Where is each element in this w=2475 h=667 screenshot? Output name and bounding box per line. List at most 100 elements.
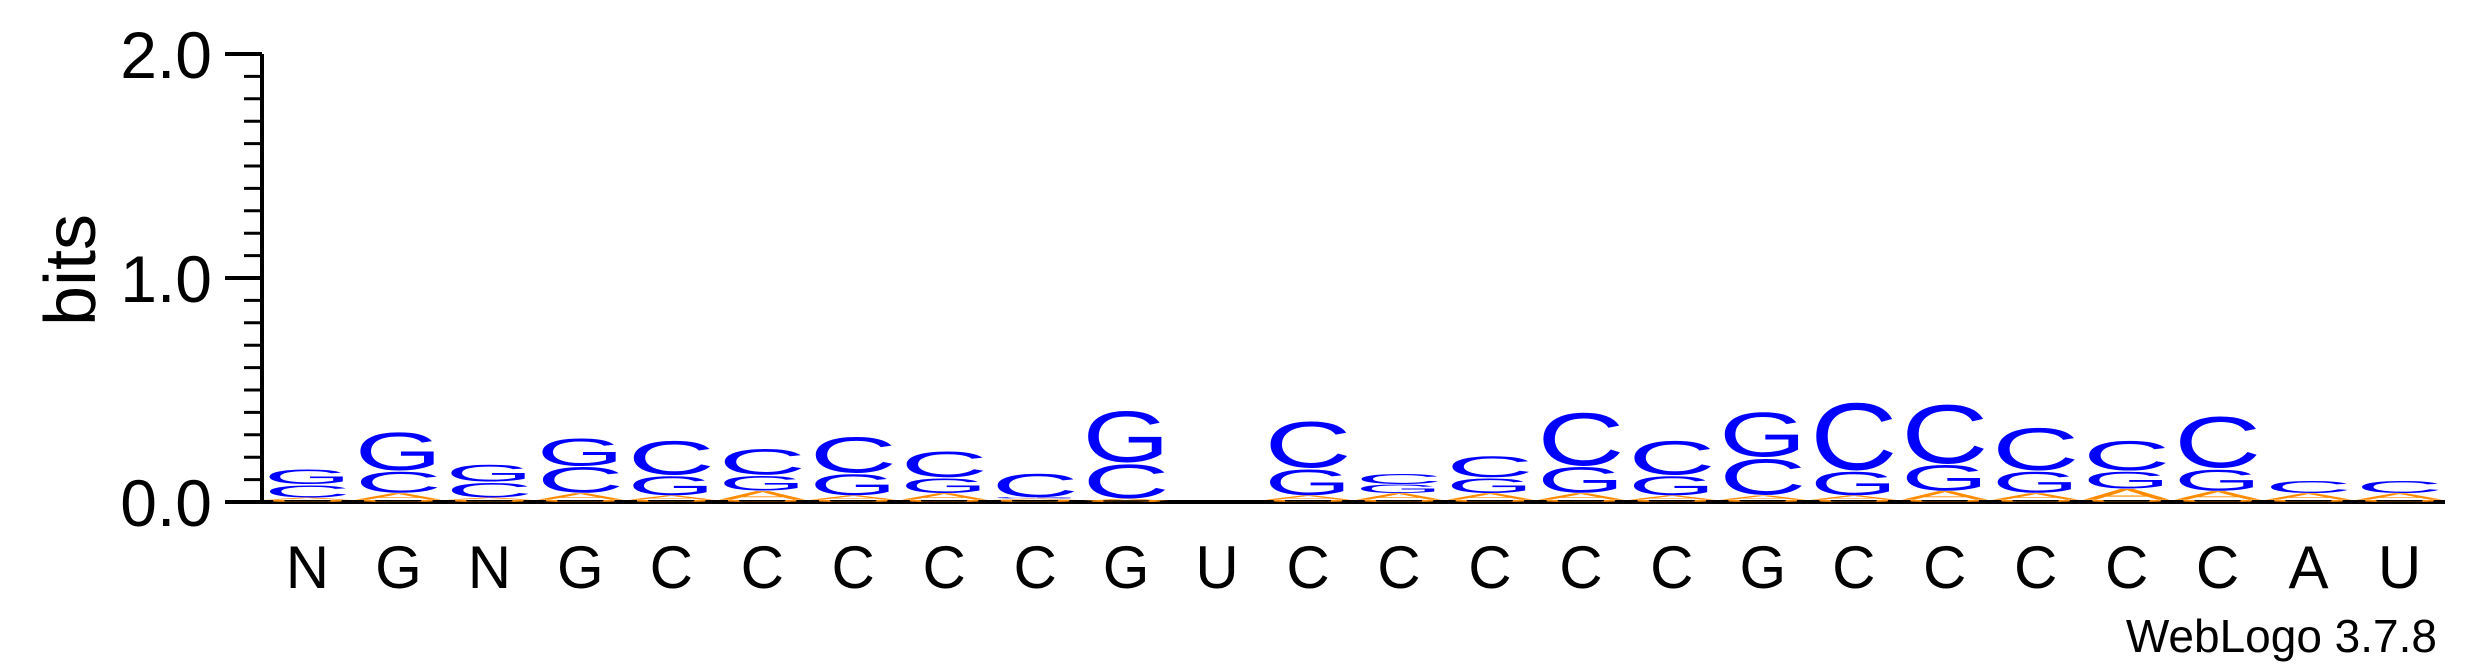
- logo-letter-G-pos12: G: [1264, 462, 1351, 502]
- x-tick-label: C: [2105, 534, 2148, 601]
- logo-letter-A-pos7: A: [810, 494, 898, 501]
- logo-letter-G-pos9: G: [991, 497, 1078, 499]
- x-tick-label: N: [468, 534, 511, 601]
- x-tick-label: C: [1923, 534, 1966, 601]
- logo-letter-C-pos3: C: [446, 478, 533, 501]
- logo-letter-U-pos10: U: [1082, 501, 1169, 503]
- logo-letter-C-pos23: C: [2265, 477, 2352, 497]
- logo-letter-U-pos3: U: [446, 499, 533, 502]
- logo-letter-A-pos23: A: [2265, 491, 2352, 502]
- logo-letter-A-pos17: A: [1719, 494, 1807, 501]
- logo-letter-C-pos2: C: [355, 465, 442, 499]
- logo-letter-G-pos17: G: [1719, 400, 1806, 470]
- x-tick-label: G: [557, 534, 604, 601]
- logo-letter-C-pos22: C: [2174, 403, 2261, 483]
- logo-letter-C-pos16: C: [1628, 432, 1715, 485]
- logo-letter-C-pos24: C: [2356, 477, 2443, 497]
- x-tick-label: C: [1832, 534, 1875, 601]
- logo-letter-U-pos20: U: [1992, 499, 2079, 502]
- logo-letter-A-pos1: A: [264, 497, 352, 500]
- logo-letter-A-pos14: A: [1446, 491, 1533, 502]
- x-tick-label: U: [2378, 534, 2421, 601]
- logo-letter-C-pos5: C: [628, 432, 715, 485]
- logo-letter-U-pos4: U: [537, 499, 624, 502]
- logo-letter-A-pos20: A: [1992, 491, 2079, 502]
- x-tick-label: C: [923, 534, 966, 601]
- x-tick-label: C: [1377, 534, 1420, 601]
- logo-letter-G-pos21: G: [2083, 467, 2170, 494]
- logo-letter-C-pos10: C: [1082, 455, 1169, 508]
- logo-letter-U-pos23: U: [2265, 499, 2352, 502]
- logo-letter-U-pos16: U: [1628, 499, 1715, 502]
- logo-letter-U-pos21: U: [2083, 499, 2170, 502]
- x-tick-label: C: [2196, 534, 2239, 601]
- logo-letter-A-pos18: A: [1810, 494, 1898, 501]
- logo-letter-C-pos6: C: [719, 442, 806, 482]
- y-axis-label: bits: [31, 214, 111, 326]
- x-tick-label: C: [1559, 534, 1602, 601]
- x-tick-label: C: [1013, 534, 1056, 601]
- logo-letter-G-pos10: G: [1082, 397, 1169, 477]
- logo-letter-A-pos13: A: [1356, 491, 1443, 502]
- logo-letter-G-pos18: G: [1810, 465, 1897, 502]
- logo-letter-G-pos15: G: [1537, 460, 1624, 500]
- logo-letter-G-pos5: G: [628, 471, 715, 501]
- x-tick-label: G: [375, 534, 422, 601]
- logo-letter-C-pos20: C: [1992, 417, 2079, 484]
- x-tick-label: G: [1739, 534, 1786, 601]
- logo-letter-C-pos21: C: [2083, 433, 2170, 480]
- logo-letter-U-pos19: U: [1901, 499, 1988, 502]
- logo-letter-C-pos17: C: [1719, 449, 1806, 506]
- logo-letter-C-pos13: C: [1355, 470, 1442, 487]
- logo-letter-U-pos2: U: [355, 499, 442, 502]
- logo-letter-C-pos14: C: [1446, 450, 1533, 484]
- logo-letter-G-pos6: G: [719, 472, 806, 495]
- y-tick-label: 2.0: [120, 18, 212, 92]
- logo-letter-A-pos21: A: [2083, 486, 2170, 504]
- x-tick-label: C: [741, 534, 784, 601]
- logo-letter-A-pos12: A: [1265, 494, 1353, 501]
- logo-letter-U-pos7: U: [810, 499, 897, 502]
- x-tick-label: N: [286, 534, 329, 601]
- logo-letter-U-pos18: U: [1810, 499, 1897, 502]
- y-tick-label: 0.0: [120, 466, 212, 540]
- logo-letter-G-pos20: G: [1992, 466, 2079, 499]
- x-tick-label: C: [1286, 534, 1329, 601]
- logo-letter-C-pos9: C: [991, 467, 1078, 504]
- x-tick-label: U: [1195, 534, 1238, 601]
- logo-letter-A-pos10: A: [1083, 498, 1171, 501]
- x-tick-label: A: [2289, 534, 2329, 601]
- logo-letter-G-pos1: G: [264, 465, 351, 488]
- logo-letter-C-pos7: C: [810, 426, 897, 483]
- x-tick-label: C: [1468, 534, 1511, 601]
- y-tick-label: 1.0: [120, 242, 212, 316]
- logo-letter-U-pos12: U: [1264, 499, 1351, 502]
- logo-letter-U-pos24: U: [2356, 499, 2443, 502]
- logo-letter-A-pos24: A: [2356, 491, 2443, 502]
- logo-letter-A-pos5: A: [628, 494, 716, 501]
- logo-letter-U-pos5: U: [628, 499, 715, 502]
- logo-letter-G-pos13: G: [1355, 482, 1442, 495]
- logo-letter-U-pos22: U: [2174, 499, 2261, 502]
- logo-letter-C-pos8: C: [901, 444, 988, 484]
- logo-letter-A-pos22: A: [2174, 488, 2261, 502]
- logo-letter-G-pos2: G: [355, 421, 442, 482]
- logo-letter-A-pos3: A: [446, 497, 534, 500]
- weblogo-version-label: WebLogo 3.7.8: [2126, 610, 2437, 662]
- logo-letter-G-pos16: G: [1628, 471, 1715, 501]
- logo-letter-A-pos8: A: [901, 491, 988, 502]
- x-tick-label: G: [1103, 534, 1150, 601]
- logo-letter-U-pos14: U: [1446, 499, 1533, 502]
- logo-letter-C-pos18: C: [1810, 383, 1897, 490]
- logo-letter-U-pos6: U: [719, 499, 806, 502]
- logo-letter-G-pos19: G: [1901, 458, 1988, 498]
- logo-letter-A-pos6: A: [719, 488, 806, 502]
- logo-letter-U-pos15: U: [1537, 499, 1624, 502]
- logo-letter-A-pos9: A: [992, 498, 1080, 500]
- logo-letter-U-pos17: U: [1719, 499, 1806, 502]
- x-tick-label: C: [1650, 534, 1693, 601]
